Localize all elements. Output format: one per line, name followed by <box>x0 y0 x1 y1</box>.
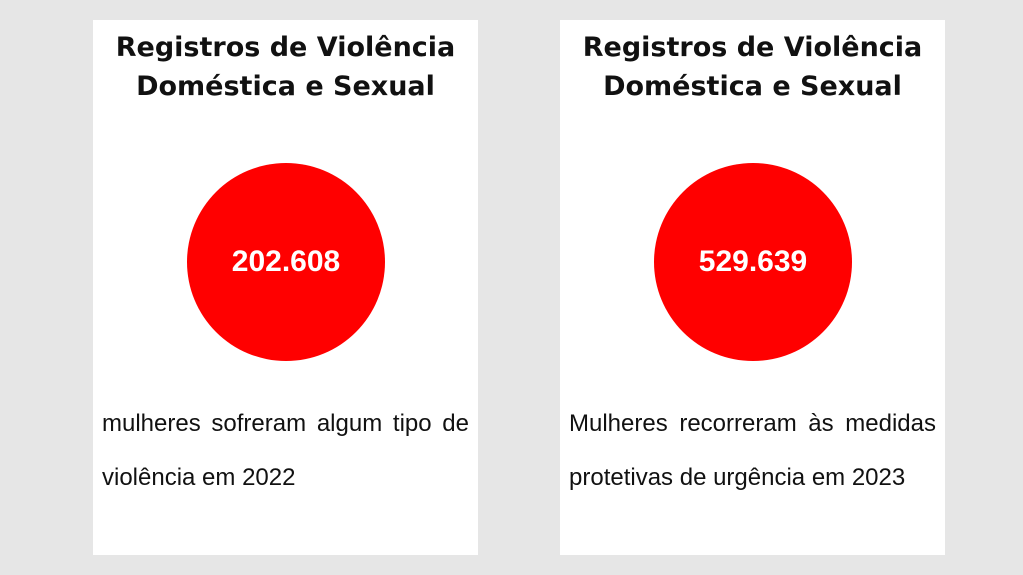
card-title-line2: Doméstica e Sexual <box>603 71 902 102</box>
stat-value: 202.608 <box>231 245 341 278</box>
stat-circle: 529.639 <box>654 163 852 361</box>
stat-card-domestic-violence-2022: Registros de Violência Doméstica e Sexua… <box>93 20 478 555</box>
stat-description: mulheres sofreram algum tipo de violênci… <box>102 410 469 491</box>
card-title-line2: Doméstica e Sexual <box>136 71 435 102</box>
card-title: Registros de Violência Doméstica e Sexua… <box>93 28 478 106</box>
stat-circle: 202.608 <box>187 163 385 361</box>
card-title-line1: Registros de Violência <box>582 32 923 63</box>
card-title: Registros de Violência Doméstica e Sexua… <box>560 28 945 106</box>
stat-description: Mulheres recorreram às medidas protetiva… <box>569 410 936 491</box>
stat-card-protective-measures-2023: Registros de Violência Doméstica e Sexua… <box>560 20 945 555</box>
card-title-line1: Registros de Violência <box>115 32 456 63</box>
stat-value: 529.639 <box>698 245 808 278</box>
